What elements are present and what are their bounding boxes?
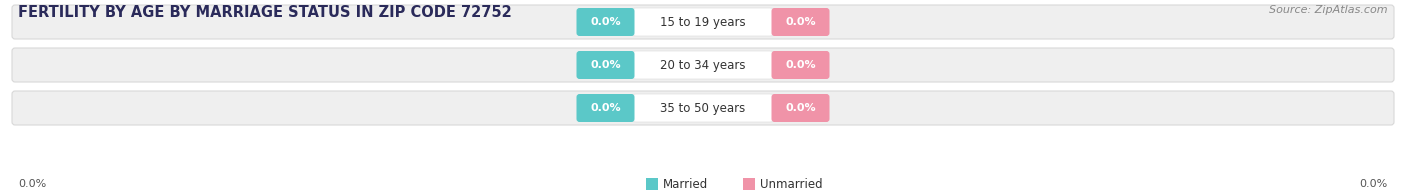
FancyBboxPatch shape (772, 94, 830, 122)
FancyBboxPatch shape (13, 91, 1393, 125)
Text: 0.0%: 0.0% (18, 179, 46, 189)
FancyBboxPatch shape (633, 51, 773, 79)
FancyBboxPatch shape (633, 94, 773, 122)
Text: Source: ZipAtlas.com: Source: ZipAtlas.com (1270, 5, 1388, 15)
Text: 0.0%: 0.0% (785, 103, 815, 113)
FancyBboxPatch shape (576, 51, 634, 79)
FancyBboxPatch shape (13, 5, 1393, 39)
FancyBboxPatch shape (772, 8, 830, 36)
Text: 0.0%: 0.0% (785, 17, 815, 27)
FancyBboxPatch shape (742, 178, 755, 190)
FancyBboxPatch shape (633, 8, 773, 36)
FancyBboxPatch shape (772, 51, 830, 79)
Text: Married: Married (664, 178, 709, 191)
Text: 15 to 19 years: 15 to 19 years (661, 15, 745, 28)
Text: 0.0%: 0.0% (591, 17, 621, 27)
FancyBboxPatch shape (645, 178, 658, 190)
Text: 20 to 34 years: 20 to 34 years (661, 58, 745, 72)
FancyBboxPatch shape (576, 94, 634, 122)
FancyBboxPatch shape (13, 48, 1393, 82)
Text: 35 to 50 years: 35 to 50 years (661, 102, 745, 114)
Text: FERTILITY BY AGE BY MARRIAGE STATUS IN ZIP CODE 72752: FERTILITY BY AGE BY MARRIAGE STATUS IN Z… (18, 5, 512, 20)
FancyBboxPatch shape (576, 8, 634, 36)
Text: 0.0%: 0.0% (1360, 179, 1388, 189)
Text: Unmarried: Unmarried (761, 178, 823, 191)
Text: 0.0%: 0.0% (591, 60, 621, 70)
Text: 0.0%: 0.0% (591, 103, 621, 113)
Text: 0.0%: 0.0% (785, 60, 815, 70)
